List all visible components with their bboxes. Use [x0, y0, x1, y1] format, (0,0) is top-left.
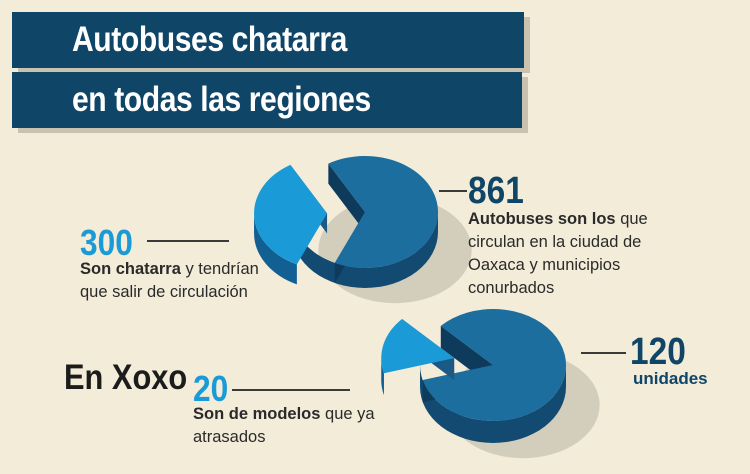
- total-desc-bold: Autobuses son los: [468, 210, 616, 228]
- total-description-861: Autobuses son los que circulan en la ciu…: [468, 208, 698, 300]
- pie-2-slice-20-side: [381, 358, 384, 396]
- total-number-120: 120: [630, 331, 686, 373]
- total-number-861: 861: [468, 170, 524, 212]
- part-number-300: 300: [80, 222, 133, 263]
- pie-1-slice-300: [254, 164, 328, 265]
- pie-1-slice-861-side: [292, 212, 438, 288]
- part-desc-bold-20: Son de modelos: [193, 405, 321, 423]
- leader-line-861: [439, 190, 467, 192]
- pie-1-slice-861: [328, 156, 438, 269]
- total-unit-label: unidades: [633, 369, 708, 388]
- part-desc-rest: y tendrían que salir de circulación: [80, 260, 259, 301]
- pie-2-slice-20: [381, 318, 455, 374]
- title-line2: en todas las regiones: [72, 80, 371, 119]
- part-number-20: 20: [193, 368, 229, 409]
- leader-line-300: [147, 240, 229, 242]
- title-banner-line1: Autobuses chatarra: [12, 12, 524, 68]
- title-line1: Autobuses chatarra: [72, 20, 347, 59]
- part-description-20: Son de modelos que ya atrasados: [193, 403, 393, 449]
- pie-2-slice-120: [422, 309, 566, 421]
- part-description-300: Son chatarra y tendrían que salir de cir…: [80, 258, 280, 304]
- leader-line-120: [581, 352, 626, 354]
- total-desc-rest: que circulan en la ciudad de Oaxaca y mu…: [468, 210, 648, 297]
- title-banner-line2: en todas las regiones: [12, 72, 522, 128]
- leader-line-20: [232, 389, 350, 391]
- pie-1-slice-861-cut-0: [328, 163, 365, 232]
- section-title-xoxo: En Xoxo: [64, 358, 188, 397]
- part-desc-bold: Son chatarra: [80, 260, 181, 278]
- part-desc-rest-20: que ya atrasados: [193, 405, 375, 446]
- pie-2-slice-120-side: [420, 365, 566, 443]
- pie-1-slice-300-side: [254, 213, 297, 285]
